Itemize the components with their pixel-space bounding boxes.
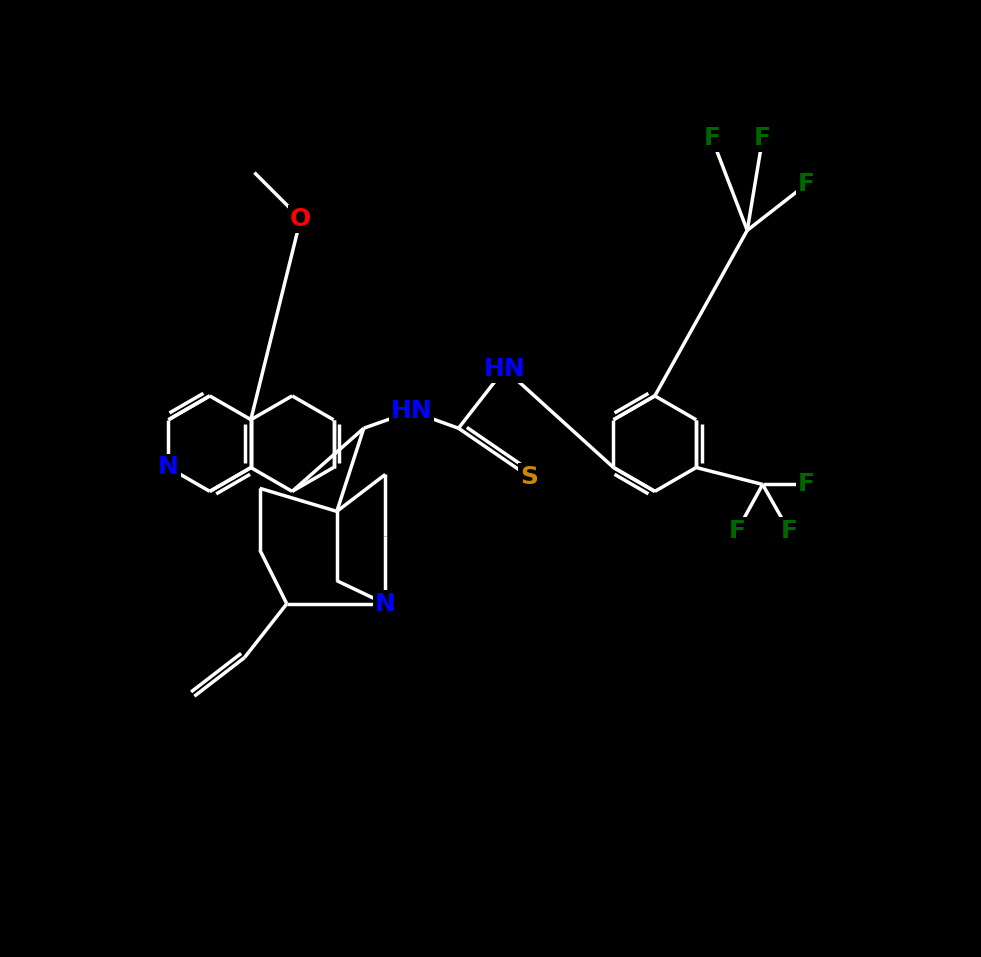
Text: F: F — [780, 519, 798, 543]
Text: HN: HN — [390, 399, 433, 423]
Text: F: F — [703, 126, 720, 150]
Text: O: O — [290, 207, 311, 231]
Text: HN: HN — [484, 357, 526, 381]
Text: F: F — [798, 172, 815, 196]
Text: F: F — [798, 473, 815, 497]
Text: F: F — [729, 519, 746, 543]
Text: N: N — [375, 591, 395, 615]
Text: F: F — [754, 126, 771, 150]
Text: N: N — [158, 456, 179, 479]
Text: S: S — [520, 465, 539, 489]
